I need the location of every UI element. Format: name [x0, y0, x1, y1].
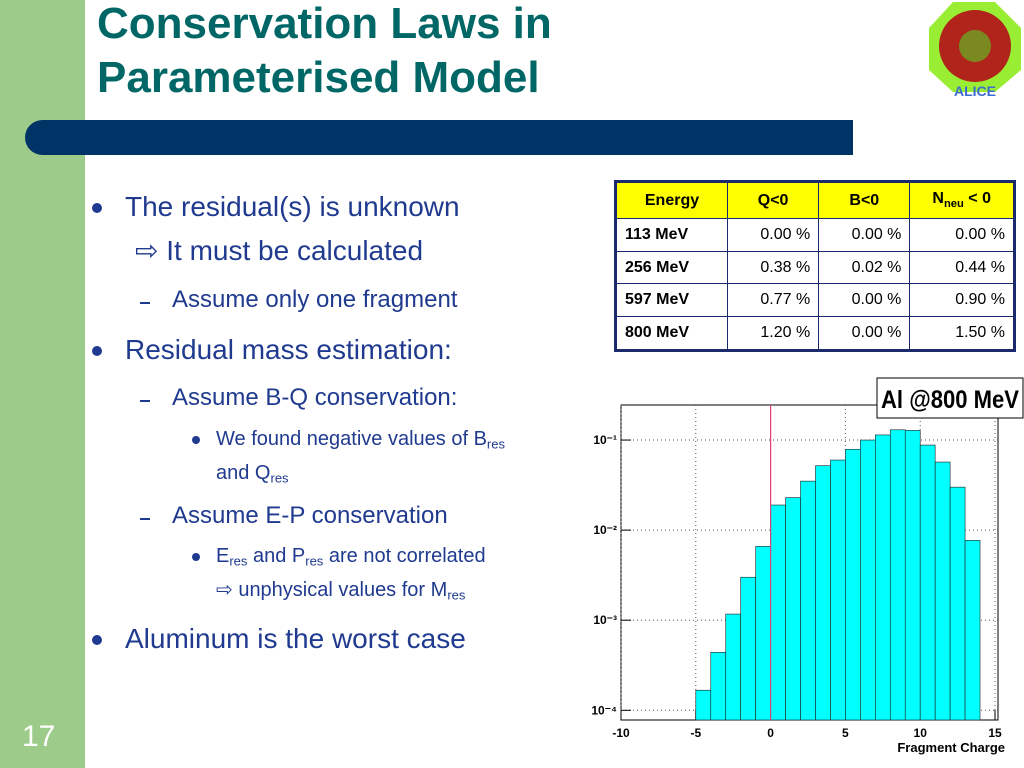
bullet-text: We found negative values of Bres: [216, 428, 505, 452]
histogram-bar: [904, 430, 921, 721]
table-cell: 1.50 %: [909, 315, 1015, 352]
x-tick-label: 5: [842, 726, 849, 740]
histogram-bar: [830, 459, 846, 721]
logo-text: ALICE: [954, 83, 996, 99]
table-cell: 0.00 %: [818, 315, 911, 352]
histogram-bar: [710, 652, 727, 721]
histogram-bar: [875, 434, 891, 721]
table-cell: 0.00 %: [818, 218, 911, 252]
header-cell: Energy: [615, 180, 728, 220]
title-box: [876, 377, 1024, 419]
slide-number: 17: [22, 720, 56, 753]
table-row: 113 MeV 0.00 % 0.00 % 0.00 %: [615, 218, 1015, 252]
table-cell: 0.44 %: [909, 250, 1015, 285]
y-tick-label: 10⁻⁴: [591, 703, 617, 717]
title: Parameterised Model: [97, 53, 540, 102]
header-text: N: [932, 190, 944, 208]
x-tick-label: 10: [914, 726, 928, 740]
histogram-bar: [695, 689, 712, 721]
bullet-text: Eres and Pres are not correlated: [216, 545, 486, 569]
header-cell: Nneu < 0: [909, 180, 1015, 220]
table-cell: 256 MeV: [615, 250, 728, 285]
x-tick-label: 0: [767, 726, 774, 740]
histogram-bar: [860, 439, 876, 721]
x-tick-label: -10: [612, 726, 630, 740]
table-row: 256 MeV 0.38 % 0.02 % 0.44 %: [615, 250, 1015, 285]
bullet-text: Assume B-Q conservation:: [172, 384, 458, 411]
table-cell: 597 MeV: [615, 283, 728, 317]
histogram-bar: [845, 448, 861, 721]
bullet: [92, 346, 102, 356]
histogram-bar: [770, 504, 786, 721]
dash: [140, 302, 150, 304]
bullet-text: Aluminum is the worst case: [125, 623, 466, 654]
header-text: neu: [943, 198, 964, 211]
table-cell: 0.00 %: [909, 218, 1015, 252]
histogram-bar: [800, 480, 816, 721]
x-axis-label: Fragment Charge: [897, 740, 1005, 755]
table-cell: 0.90 %: [909, 283, 1015, 317]
bullet-text: ⇨ unphysical values for Mres: [216, 579, 466, 603]
header-cell: B<0: [818, 180, 911, 220]
table-cell: 0.02 %: [818, 250, 911, 285]
histogram-bar: [815, 465, 831, 721]
header-cell: Q<0: [726, 180, 820, 220]
header-text: B<0: [849, 191, 880, 209]
table-row: 597 MeV 0.77 % 0.00 % 0.90 %: [615, 283, 1015, 317]
histogram-bar: [889, 429, 906, 721]
dash: [140, 518, 150, 520]
title-bar: [25, 120, 853, 155]
y-tick-label: 10⁻³: [593, 613, 617, 627]
logo-core: [959, 30, 991, 62]
bullet-text: The residual(s) is unknown: [125, 191, 460, 222]
bullet-text: Assume only one fragment: [172, 286, 458, 313]
bullet: [92, 203, 102, 213]
bullet-text: Assume E-P conservation: [172, 502, 448, 529]
header-text: < 0: [963, 190, 991, 208]
histogram-bar: [964, 540, 981, 721]
header-row: Energy Q<0 B<0 Nneu < 0: [615, 180, 1015, 220]
bullet-text: and Qres: [216, 462, 289, 486]
histogram-bar: [725, 613, 741, 721]
y-tick-label: 10⁻²: [593, 523, 617, 537]
dash: [140, 400, 150, 402]
table-cell: 1.20 %: [726, 315, 820, 352]
bullet: [92, 635, 102, 645]
y-tick-label: 10⁻¹: [593, 433, 617, 447]
histogram-bar: [740, 576, 756, 721]
sidebar: [0, 0, 85, 768]
x-tick-label: -5: [690, 726, 701, 740]
table-cell: 800 MeV: [615, 315, 728, 352]
bullet-text: ⇨ It must be calculated: [135, 235, 424, 266]
histogram-bar: [949, 486, 966, 721]
chart-title: Al @800 MeV: [881, 386, 1019, 414]
histogram-bar: [755, 546, 771, 721]
table-cell: 113 MeV: [615, 218, 728, 252]
logo: ALICE: [929, 2, 1021, 99]
table-cell: 0.00 %: [726, 218, 820, 252]
x-tick-label: 15: [988, 726, 1002, 740]
histogram-bar: [934, 461, 951, 721]
histogram-bar: [919, 444, 936, 721]
table-row: 800 MeV 1.20 % 0.00 % 1.50 %: [615, 315, 1015, 352]
bullet: [192, 436, 200, 444]
table-cell: 0.00 %: [818, 283, 911, 317]
table-cell: 0.77 %: [726, 283, 820, 317]
data-table: Energy Q<0 B<0 Nneu < 0 113 MeV 0.00 % 0.00 % 0…: [614, 180, 1016, 352]
title: Conservation Laws in: [97, 0, 552, 48]
table-cell: 0.38 %: [726, 250, 820, 285]
header-text: Q<0: [757, 191, 789, 209]
histogram-bar: [785, 497, 801, 721]
header-text: Energy: [644, 191, 700, 209]
bullet-text: Residual mass estimation:: [125, 334, 452, 365]
bullet: [192, 553, 200, 561]
